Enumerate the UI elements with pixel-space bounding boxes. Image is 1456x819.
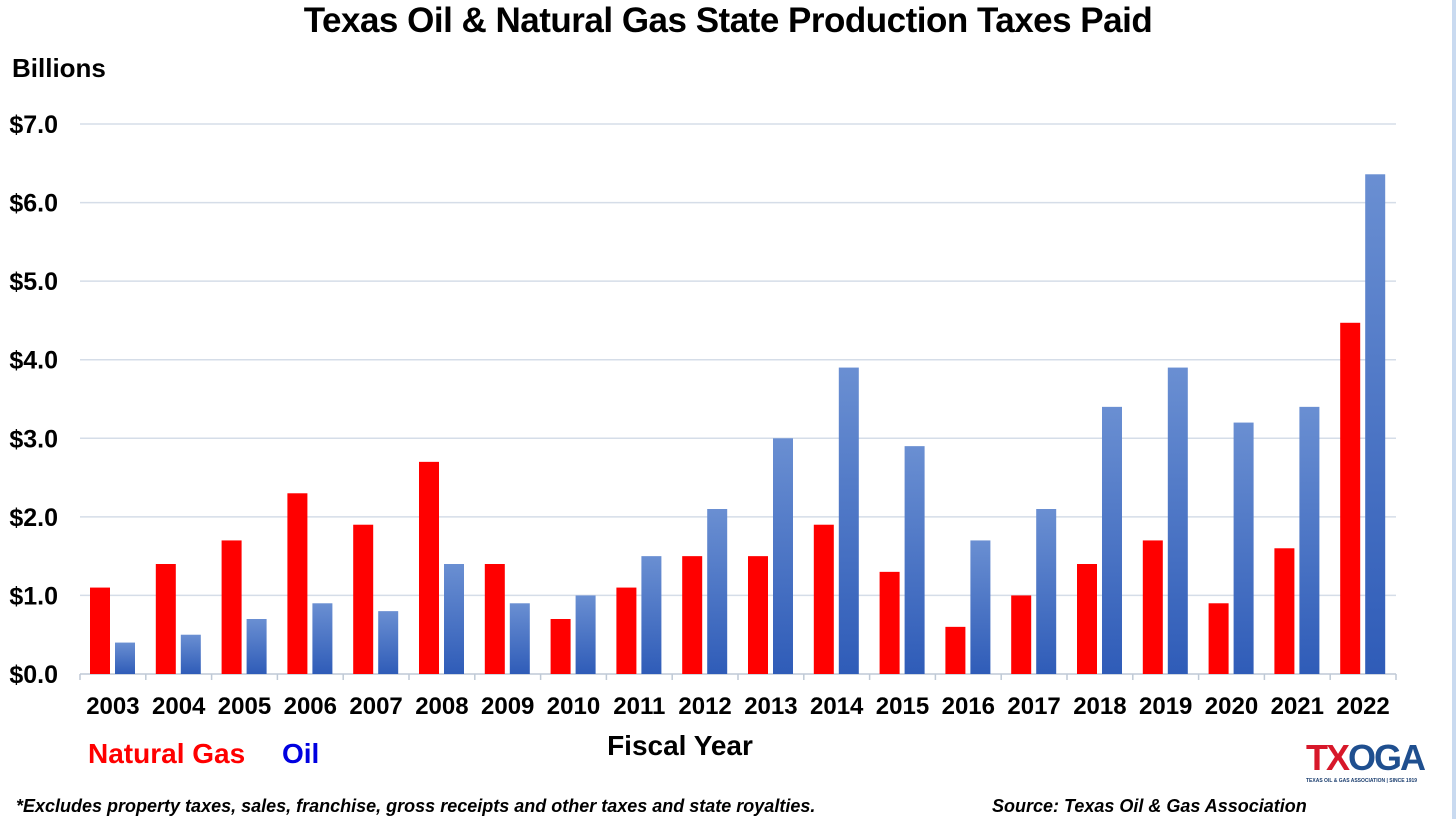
x-tick-label: 2018: [1073, 693, 1126, 720]
bar-oil: [444, 564, 464, 674]
x-tick-label: 2004: [152, 693, 206, 720]
x-tick-label: 2016: [942, 693, 995, 720]
bar-oil: [707, 509, 728, 674]
footnote: *Excludes property taxes, sales, franchi…: [16, 796, 816, 816]
bar-natural-gas: [616, 587, 637, 674]
x-tick-label: 2017: [1007, 693, 1060, 720]
bar-oil: [838, 367, 859, 674]
x-axis-label: Fiscal Year: [607, 730, 753, 761]
bar-oil: [1365, 174, 1386, 675]
bar-natural-gas: [1011, 595, 1032, 674]
logo-wordmark: TXOGA: [1306, 740, 1442, 776]
bar-oil: [1102, 406, 1122, 674]
x-tick-label: 2014: [810, 693, 864, 720]
bar-oil: [904, 446, 925, 674]
bar-oil: [641, 556, 662, 674]
x-tick-label: 2007: [349, 693, 402, 720]
bar-oil: [246, 619, 267, 674]
bar-natural-gas: [90, 587, 110, 674]
bar-natural-gas: [287, 493, 308, 674]
x-tick-label: 2005: [218, 693, 271, 720]
bar-natural-gas: [1274, 548, 1295, 674]
y-axis-unit-label: Billions: [12, 53, 106, 83]
y-tick-label: $7.0: [9, 111, 58, 139]
bar-natural-gas: [682, 556, 703, 674]
legend-oil: Oil: [282, 738, 320, 769]
bar-oil: [773, 438, 793, 674]
x-tick-label: 2021: [1271, 693, 1324, 720]
y-tick-label: $3.0: [9, 425, 58, 453]
y-tick-label: $1.0: [9, 582, 58, 610]
x-tick-label: 2019: [1139, 693, 1192, 720]
bar-oil: [1036, 509, 1057, 674]
x-tick-label: 2008: [415, 693, 468, 720]
bars: [90, 174, 1386, 675]
x-tick-label: 2020: [1205, 693, 1258, 720]
x-tick-label: 2006: [284, 693, 337, 720]
bar-oil: [1299, 406, 1320, 674]
x-tick-label: 2009: [481, 693, 534, 720]
logo-subtitle: TEXAS OIL & GAS ASSOCIATION | SINCE 1919: [1306, 778, 1418, 784]
bar-natural-gas: [221, 540, 242, 674]
bar-natural-gas: [945, 626, 966, 674]
x-tick-label: 2015: [876, 693, 929, 720]
y-tick-label: $4.0: [9, 347, 58, 375]
bar-natural-gas: [879, 571, 900, 674]
bar-natural-gas: [1208, 603, 1229, 674]
bar-natural-gas: [155, 564, 176, 674]
bar-oil: [180, 634, 201, 674]
x-tick-label: 2013: [744, 693, 797, 720]
bar-oil: [1233, 422, 1254, 674]
bar-natural-gas: [748, 556, 768, 674]
x-tick-label: 2022: [1336, 693, 1389, 720]
bar-natural-gas: [1340, 322, 1361, 674]
logo-oga: OGA: [1348, 737, 1426, 778]
x-axis-ticks: 2003 2004 2005 2006 2007 2008 2009 2010 2011 2012…: [86, 693, 1390, 720]
bar-oil: [1167, 367, 1188, 674]
y-tick-label: $6.0: [9, 190, 58, 218]
legend-natural-gas: Natural Gas: [88, 738, 246, 769]
x-tick-label: 2012: [678, 693, 731, 720]
bar-oil: [970, 540, 991, 674]
bar-natural-gas: [353, 524, 374, 674]
bar-oil: [312, 603, 333, 674]
bar-natural-gas: [550, 619, 571, 674]
y-axis-ticks: $0.0 $1.0 $2.0 $3.0 $4.0 $5.0 $6.0 $7.0: [9, 111, 58, 689]
gridlines: [79, 123, 1397, 680]
bar-natural-gas: [813, 524, 834, 674]
bar-oil: [378, 611, 399, 674]
y-tick-label: $0.0: [9, 661, 58, 689]
bar-natural-gas: [484, 564, 505, 674]
y-tick-label: $2.0: [9, 504, 58, 532]
bar-natural-gas: [1142, 540, 1163, 674]
right-edge-strip: [1452, 0, 1456, 819]
chart-title: Texas Oil & Natural Gas State Production…: [303, 1, 1153, 40]
bar-oil: [575, 595, 596, 674]
bar-oil: [509, 603, 530, 674]
x-tick-label: 2011: [613, 693, 665, 720]
bar-natural-gas: [419, 461, 439, 674]
y-tick-label: $5.0: [9, 268, 58, 296]
txoga-logo: TXOGA TEXAS OIL & GAS ASSOCIATION | SINC…: [1306, 740, 1442, 785]
logo-tx: TX: [1306, 737, 1350, 778]
bar-oil: [115, 642, 135, 674]
source-note: Source: Texas Oil & Gas Association: [992, 796, 1307, 816]
x-tick-label: 2003: [86, 693, 139, 720]
x-tick-label: 2010: [547, 693, 600, 720]
bar-natural-gas: [1077, 564, 1097, 674]
